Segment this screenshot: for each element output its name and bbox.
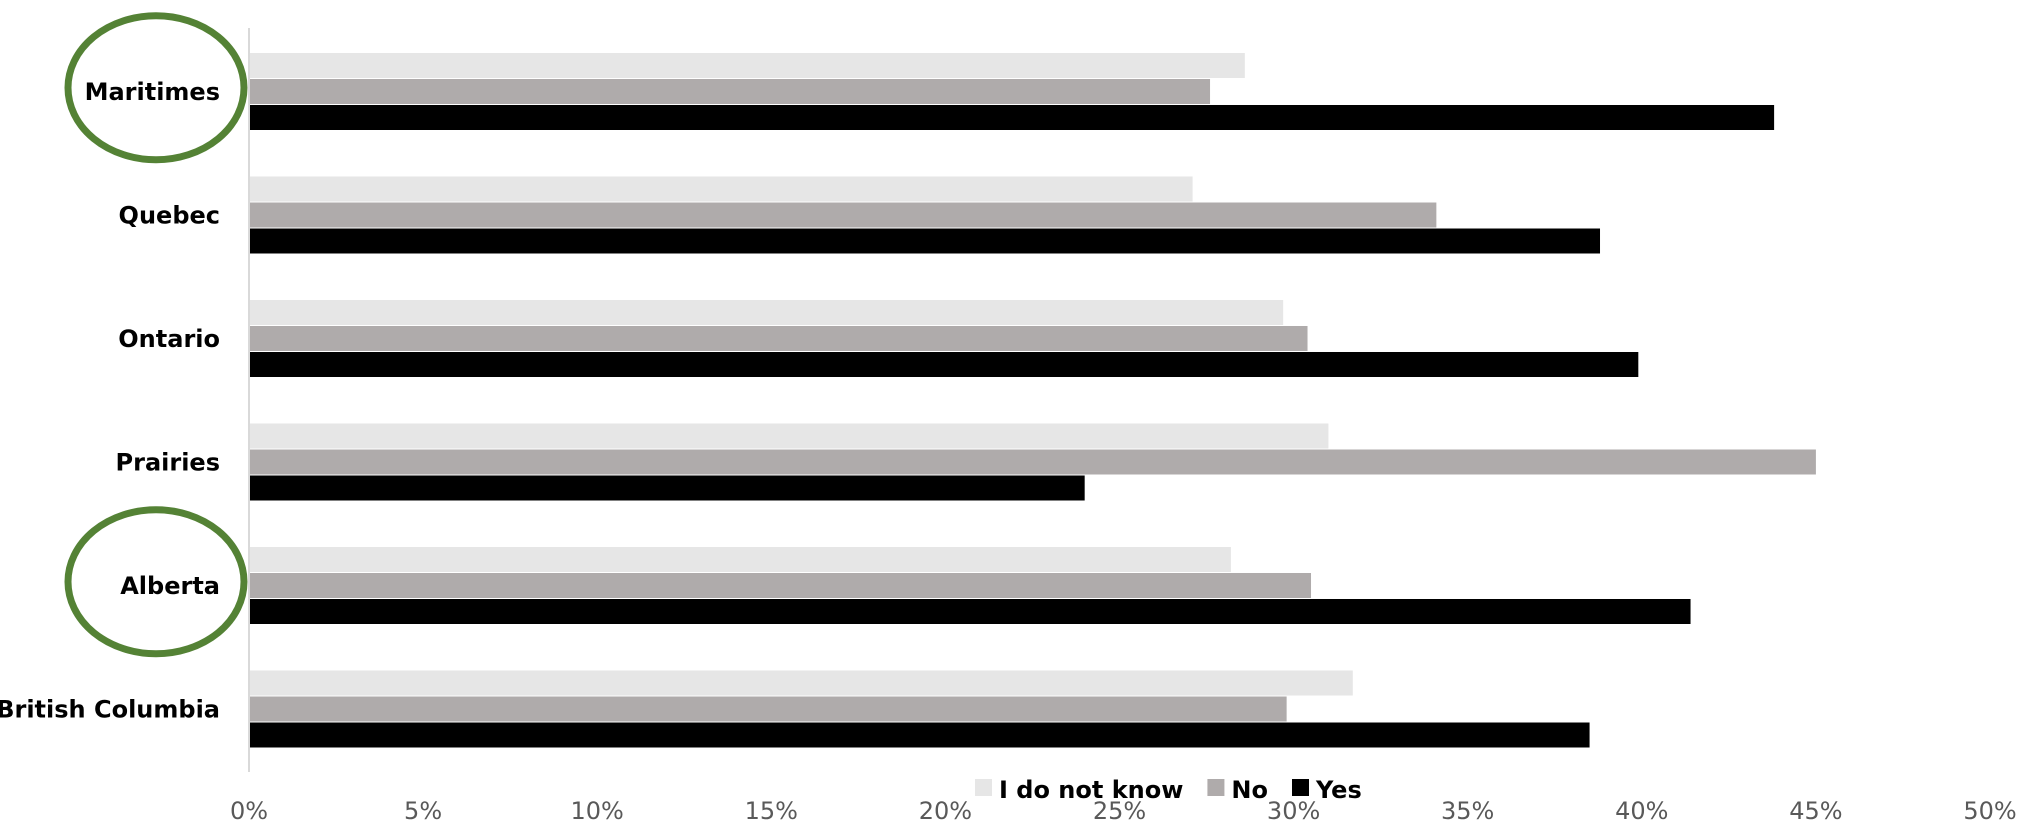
bar-maritimes-yes	[249, 105, 1775, 130]
legend-label-i-do-not-know: I do not know	[999, 776, 1183, 804]
x-tick-label-50: 50%	[1963, 797, 2016, 821]
bar-alberta-yes	[249, 599, 1691, 624]
x-tick-label-5: 5%	[404, 797, 442, 821]
bar-ontario-no	[249, 326, 1308, 351]
bar-alberta-no	[249, 573, 1312, 598]
x-tick-label-40: 40%	[1615, 797, 1668, 821]
category-label-british-columbia: British Columbia	[0, 695, 220, 723]
x-tick-label-20: 20%	[919, 797, 972, 821]
category-label-maritimes: Maritimes	[85, 78, 220, 106]
legend-swatch-i-do-not-know	[975, 779, 992, 796]
bar-quebec-i-do-not-know	[249, 176, 1193, 202]
highlight-circles	[64, 12, 248, 658]
bar-british-columbia-i-do-not-know	[249, 670, 1353, 696]
bar-british-columbia-yes	[249, 722, 1590, 748]
x-tick-labels: 0% 5% 10% 15% 20% 25% 30% 35% 40% 45% 50%	[230, 797, 2017, 821]
bar-maritimes-no	[249, 79, 1211, 104]
x-tick-label-25: 25%	[1093, 797, 1146, 821]
legend-label-yes: Yes	[1315, 776, 1362, 804]
bar-ontario-yes	[249, 352, 1639, 377]
category-label-ontario: Ontario	[118, 325, 220, 353]
legend: I do not know No Yes	[975, 776, 1362, 804]
category-label-alberta: Alberta	[120, 572, 220, 600]
bar-prairies-no	[249, 449, 1816, 475]
bar-british-columbia-no	[249, 696, 1287, 722]
bar-prairies-yes	[249, 475, 1085, 501]
bars	[249, 53, 1816, 748]
x-tick-label-45: 45%	[1789, 797, 1842, 821]
bar-alberta-i-do-not-know	[249, 547, 1231, 572]
x-tick-label-30: 30%	[1267, 797, 1320, 821]
highlight-circle-alberta	[64, 506, 248, 658]
category-label-quebec: Quebec	[119, 201, 220, 229]
category-labels: Maritimes Quebec Ontario Prairies Alberta Bri…	[0, 78, 220, 724]
legend-swatch-yes	[1292, 779, 1309, 796]
legend-label-no: No	[1231, 776, 1268, 804]
x-tick-label-10: 10%	[571, 797, 624, 821]
bar-quebec-yes	[249, 228, 1601, 254]
highlight-circle-maritimes	[64, 12, 248, 164]
x-tick-label-15: 15%	[745, 797, 798, 821]
x-tick-label-0: 0%	[230, 797, 268, 821]
bar-maritimes-i-do-not-know	[249, 53, 1245, 78]
legend-swatch-no	[1207, 779, 1225, 796]
x-tick-label-35: 35%	[1441, 797, 1494, 821]
category-label-prairies: Prairies	[116, 448, 220, 476]
bar-prairies-i-do-not-know	[249, 423, 1329, 449]
bar-quebec-no	[249, 202, 1437, 228]
bar-ontario-i-do-not-know	[249, 300, 1284, 325]
